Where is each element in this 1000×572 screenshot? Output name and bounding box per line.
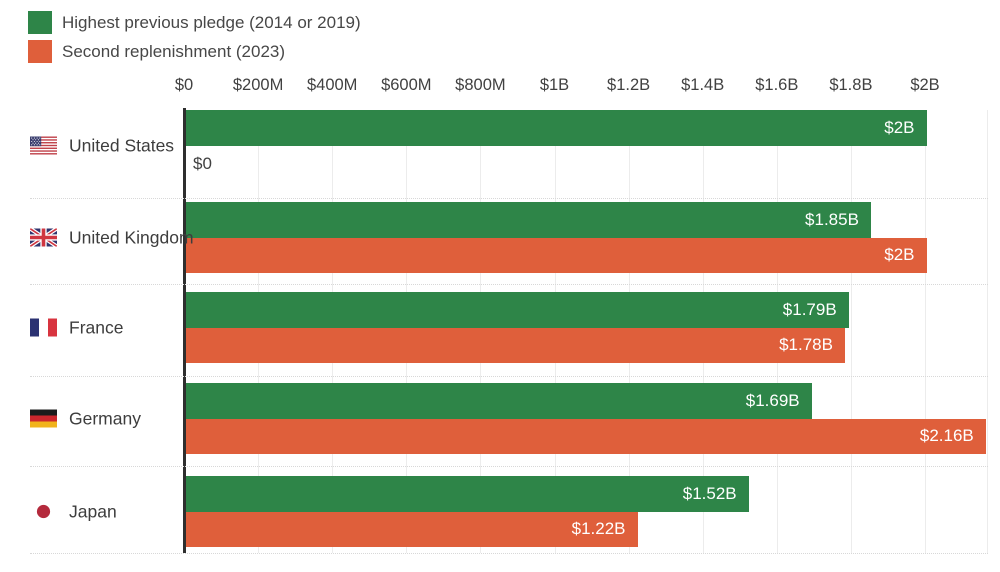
bar-value-label: $1.69B xyxy=(745,390,800,410)
x-tick--1-8b: $1.8B xyxy=(829,76,873,94)
gridline--1-8b xyxy=(850,110,852,553)
legend-label-second-replenishment: Second replenishment (2023) xyxy=(62,41,286,61)
zero-value-label-united-states: $0 xyxy=(193,153,212,173)
x-tick--600m: $600M xyxy=(381,76,432,94)
previous-pledge-bar-united-kingdom: $1.85B xyxy=(185,202,871,238)
x-tick--400m: $400M xyxy=(306,76,358,94)
bar-value-label: $2B xyxy=(884,245,915,265)
category-label-japan: Japan xyxy=(30,501,117,522)
jp-flag-icon xyxy=(30,502,57,521)
x-tick--1b: $1B xyxy=(539,76,570,94)
category-name: Germany xyxy=(69,408,141,428)
replenishment-bar-germany: $2.16B xyxy=(185,418,986,454)
bar-value-label: $2.16B xyxy=(919,426,974,446)
legend-swatch-green xyxy=(28,11,52,34)
replenishment-bar-japan: $1.22B xyxy=(185,511,638,547)
category-name: United Kingdom xyxy=(69,227,194,247)
category-label-germany: Germany xyxy=(30,408,141,429)
de-flag-icon xyxy=(30,409,57,428)
previous-pledge-bar-germany: $1.69B xyxy=(185,383,812,419)
category-name: United States xyxy=(69,135,175,155)
gridline-right-edge xyxy=(987,110,988,553)
x-tick--1-4b: $1.4B xyxy=(681,76,725,94)
gridline--2b xyxy=(925,110,926,553)
x-tick--2b: $2B xyxy=(910,76,940,94)
plot-bottom-edge xyxy=(30,553,988,554)
group-separator xyxy=(30,197,988,199)
us-flag-icon xyxy=(30,136,57,155)
group-separator xyxy=(30,375,988,377)
x-tick--800m: $800M xyxy=(455,76,506,94)
plot-area: $2B $0 $1.85B $2B $1.79B $1.78B $1.69B $2.16B $1… xyxy=(30,108,988,554)
legend-item-second-replenishment: Second replenishment (2023) xyxy=(28,40,361,63)
bar-value-label: $2B xyxy=(884,117,915,137)
gb-flag-icon xyxy=(30,228,57,247)
bar-value-label: $1.22B xyxy=(571,519,626,539)
previous-pledge-bar-japan: $1.52B xyxy=(185,476,749,512)
replenishment-bar-france: $1.78B xyxy=(185,327,845,363)
y-axis-line xyxy=(183,108,186,553)
legend-label-previous-pledge: Highest previous pledge (2014 or 2019) xyxy=(62,12,361,32)
x-tick--1-2b: $1.2B xyxy=(607,76,651,94)
replenishment-bar-united-kingdom: $2B xyxy=(185,237,927,273)
category-name: Japan xyxy=(69,501,117,521)
chart-legend: Highest previous pledge (2014 or 2019) S… xyxy=(28,11,361,69)
category-label-united-states: United States xyxy=(30,135,174,156)
x-tick--200m: $200M xyxy=(232,76,284,94)
bar-value-label: $1.52B xyxy=(682,483,737,503)
previous-pledge-bar-united-states: $2B xyxy=(185,110,927,146)
category-name: France xyxy=(69,317,124,337)
group-separator xyxy=(30,284,988,285)
legend-swatch-orange xyxy=(28,40,52,63)
bar-value-label: $1.85B xyxy=(805,209,859,229)
bar-value-label: $1.78B xyxy=(779,335,833,355)
x-tick--1-6b: $1.6B xyxy=(755,76,799,94)
bar-value-label: $1.79B xyxy=(782,299,837,319)
legend-item-previous-pledge: Highest previous pledge (2014 or 2019) xyxy=(28,11,361,34)
category-label-united-kingdom: United Kingdom xyxy=(30,227,194,248)
fr-flag-icon xyxy=(30,318,57,337)
x-tick--0: $0 xyxy=(174,76,194,94)
group-separator xyxy=(30,466,988,467)
category-label-france: France xyxy=(30,317,123,338)
previous-pledge-bar-france: $1.79B xyxy=(185,292,849,328)
